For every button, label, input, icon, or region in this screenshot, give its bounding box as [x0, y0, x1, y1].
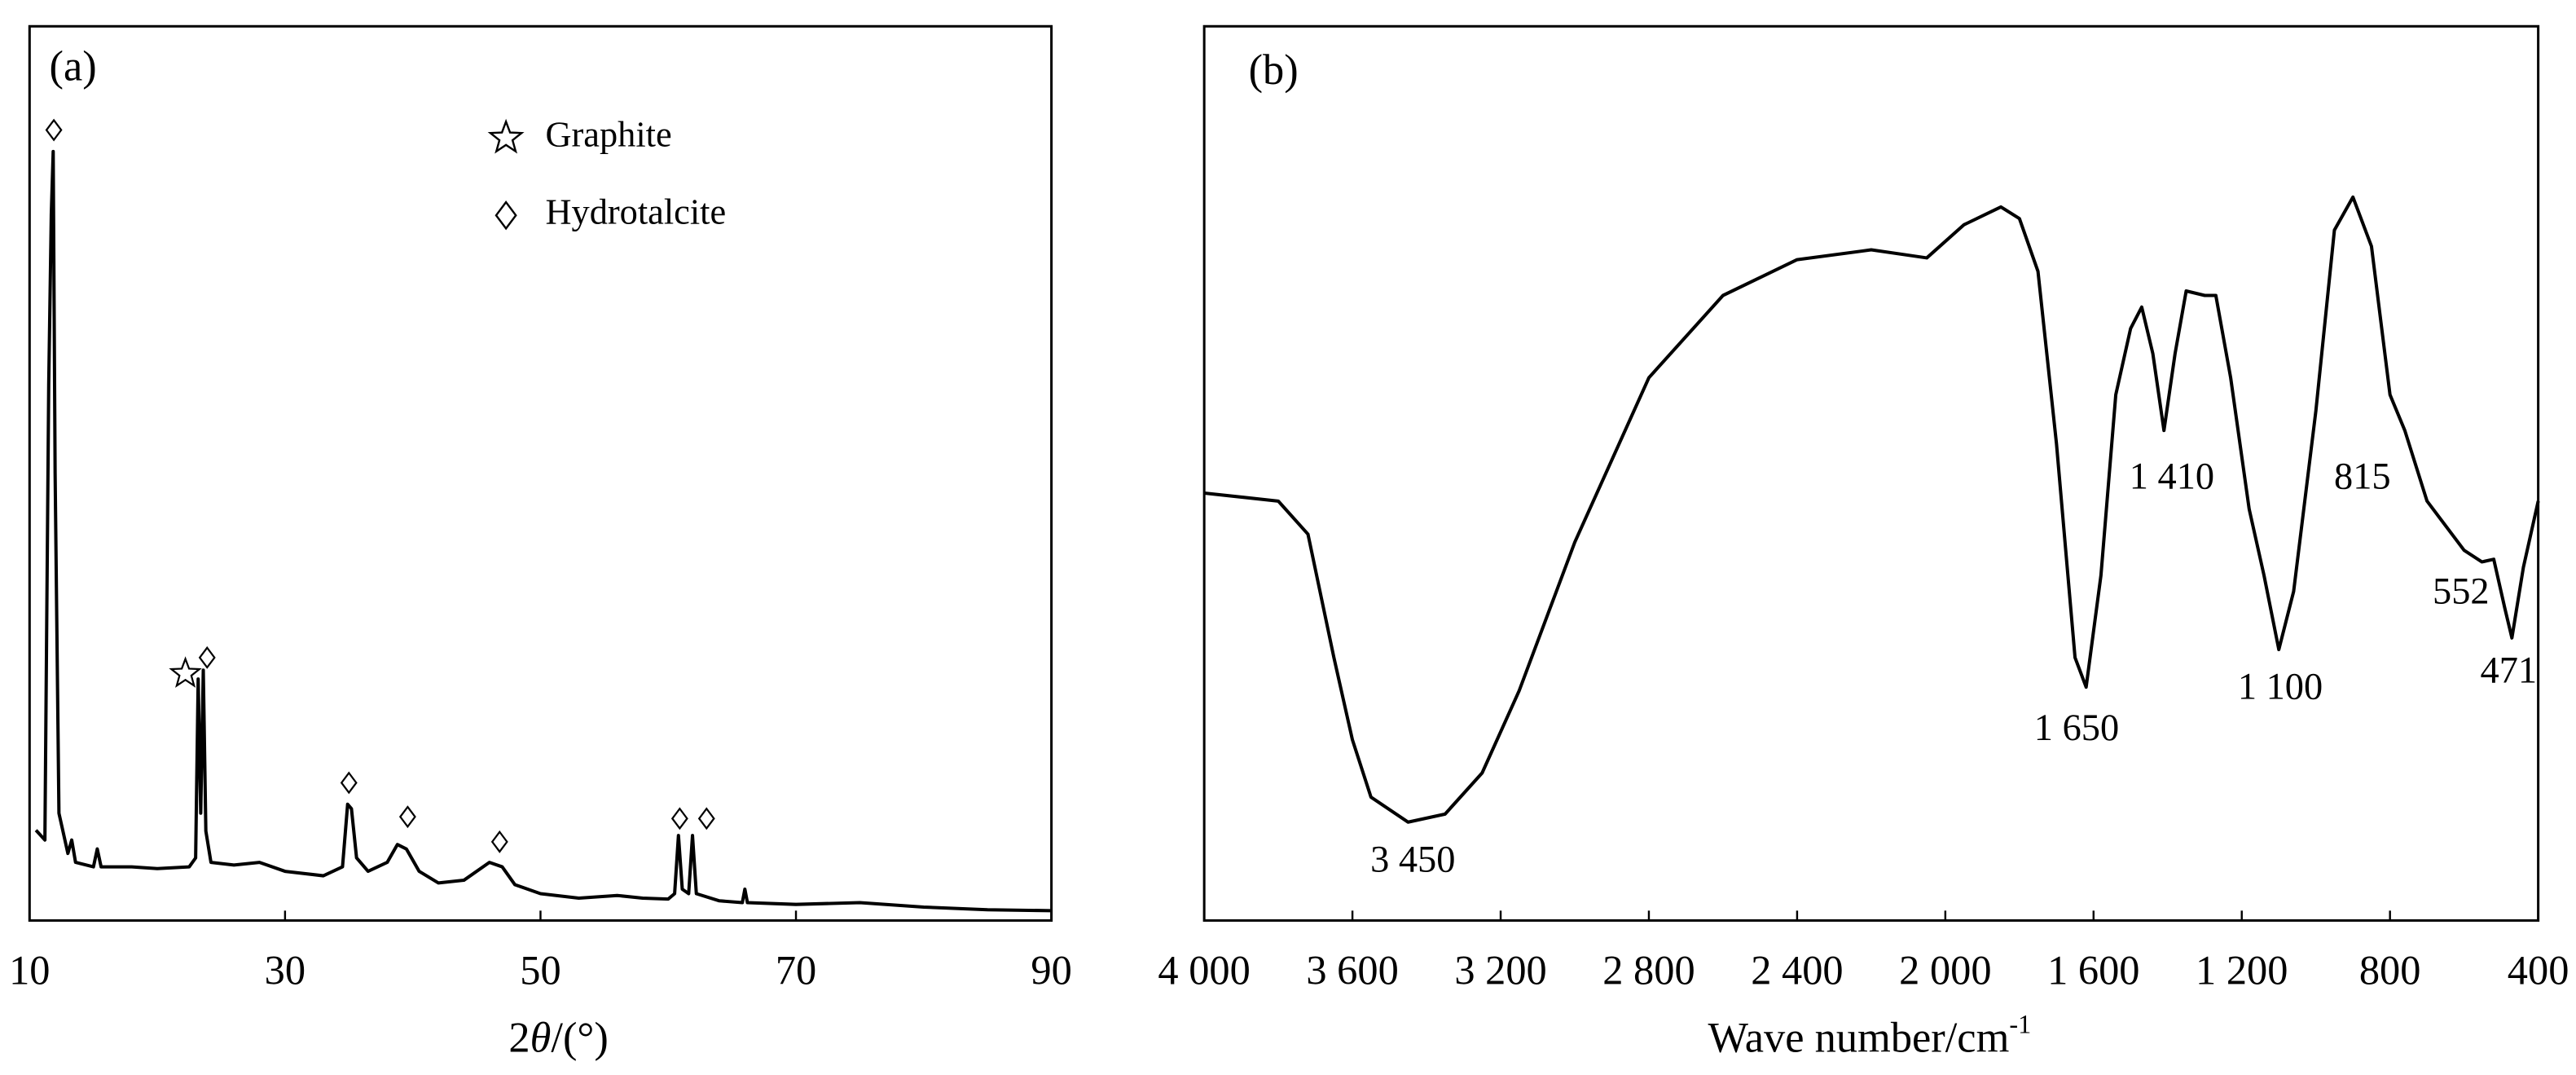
x-tick-label: 70	[776, 948, 816, 993]
x-tick-label: 50	[520, 948, 560, 993]
peak-label: 552	[2433, 571, 2490, 613]
x-axis-label-sup: -1	[2009, 1010, 2031, 1039]
x-tick-label: 10	[9, 948, 50, 993]
peak-marker	[340, 771, 358, 795]
peak-marker	[490, 830, 508, 853]
data-line	[34, 149, 1052, 913]
peak-marker	[198, 645, 216, 669]
x-axis-label-part: /(°)	[551, 1015, 608, 1062]
peak-label: 1 100	[2238, 667, 2323, 708]
data-line	[1203, 195, 2540, 824]
peak-marker	[398, 805, 416, 829]
x-tick-label: 2 800	[1602, 948, 1695, 993]
peak-marker	[169, 656, 202, 688]
x-tick-label: 1 200	[2196, 948, 2288, 993]
peak-label: 3 450	[1370, 839, 1455, 880]
x-tick-label: 90	[1031, 948, 1071, 993]
x-tick-label: 30	[265, 948, 306, 993]
peak-marker	[45, 118, 63, 142]
x-axis-label-symbol: θ	[530, 1015, 552, 1062]
x-tick-label: 3 200	[1454, 948, 1546, 993]
panel-label: (b)	[1249, 46, 1299, 94]
legend-marker	[487, 118, 525, 154]
x-tick-label: 2 400	[1751, 948, 1843, 993]
peak-label: 815	[2334, 456, 2391, 498]
x-axis-label-part: Wave number/cm	[1708, 1015, 2010, 1062]
x-axis-label: 2θ/(°)	[508, 1015, 608, 1062]
x-axis-label: Wave number/cm-1	[1708, 1010, 2032, 1062]
x-tick-label: 3 600	[1306, 948, 1398, 993]
panel-label: (a)	[49, 43, 96, 90]
x-tick-label: 400	[2508, 948, 2569, 993]
peak-marker	[670, 807, 688, 830]
peak-label: 1 410	[2130, 456, 2214, 498]
x-tick-label: 4 000	[1158, 948, 1250, 993]
peak-label: 471	[2481, 650, 2538, 692]
x-tick-label: 800	[2359, 948, 2421, 993]
plot-frame	[28, 24, 1053, 922]
x-tick-label: 2 000	[1899, 948, 1991, 993]
legend-marker	[495, 200, 517, 231]
legend-label: Graphite	[546, 114, 672, 155]
peak-marker	[697, 807, 715, 830]
plot-frame	[1202, 24, 2540, 922]
peak-label: 1 650	[2034, 707, 2119, 749]
x-tick-label: 1 600	[2047, 948, 2139, 993]
x-axis-label-part: 2	[508, 1015, 530, 1062]
legend-label: Hydrotalcite	[546, 191, 727, 231]
